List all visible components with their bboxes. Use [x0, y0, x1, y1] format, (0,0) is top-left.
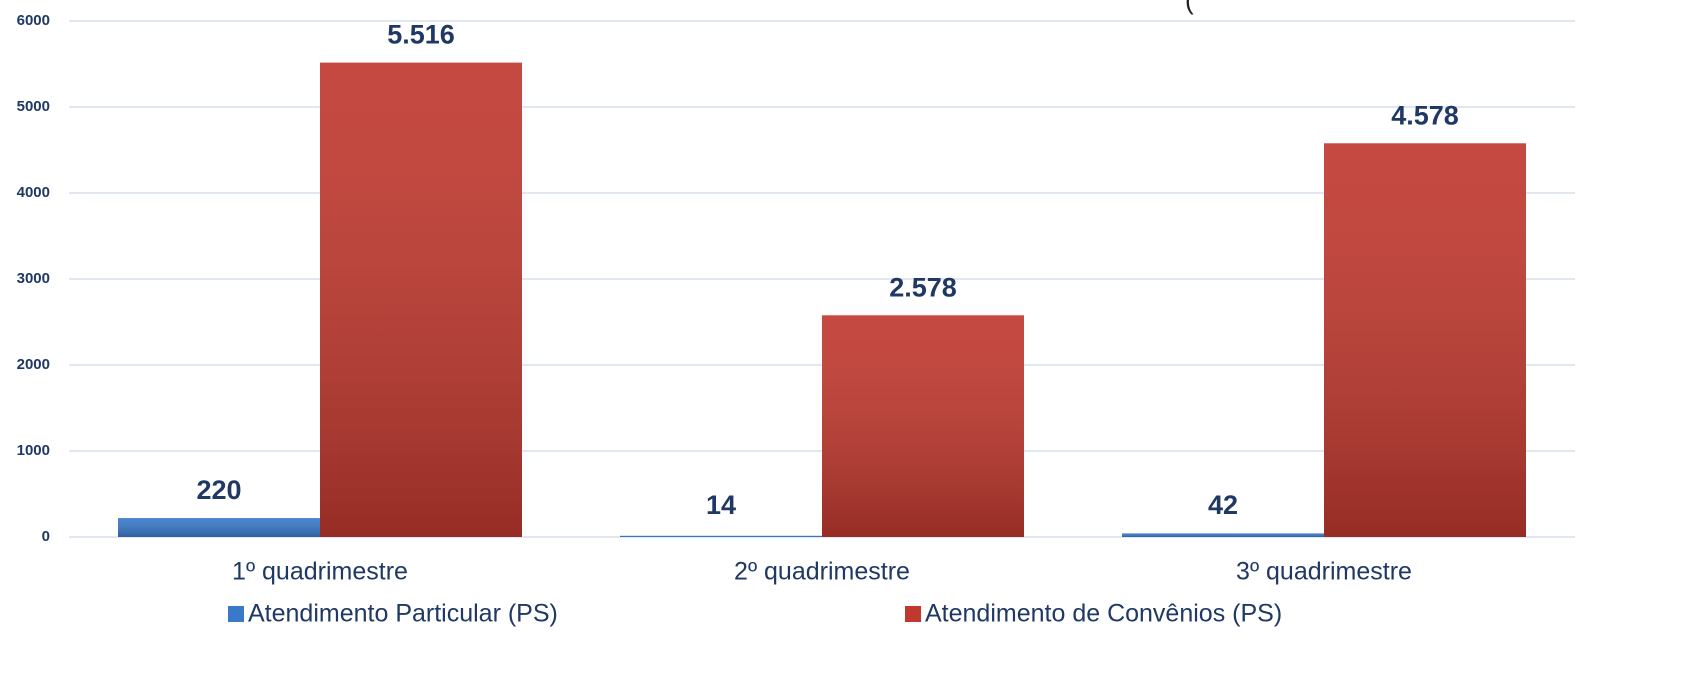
value-label: 5.516	[387, 20, 455, 50]
bar-shade	[320, 62, 522, 538]
y-tick-label: 0	[42, 528, 50, 545]
legend-swatch	[228, 606, 244, 622]
x-tick-label: 2º quadrimestre	[734, 558, 910, 586]
legend-label: Atendimento de Convênios (PS)	[925, 600, 1282, 628]
bar-shade	[620, 535, 822, 537]
bar-shade	[822, 315, 1024, 537]
y-tick-label: 1000	[17, 442, 50, 459]
y-tick-label: 6000	[17, 12, 50, 29]
y-tick-label: 5000	[17, 98, 50, 115]
value-label: 2.578	[889, 272, 957, 302]
legend-label: Atendimento Particular (PS)	[248, 600, 558, 628]
value-label: 14	[706, 490, 736, 520]
annotation: (	[1185, 0, 1194, 15]
x-tick-label: 1º quadrimestre	[232, 558, 408, 586]
legend-swatch	[905, 606, 921, 622]
x-tick-label: 3º quadrimestre	[1236, 558, 1412, 586]
y-tick-label: 2000	[17, 356, 50, 373]
value-label: 42	[1208, 490, 1238, 520]
bar-shade	[1324, 143, 1526, 538]
bar-shade	[1122, 533, 1324, 537]
value-label: 4.578	[1391, 100, 1459, 130]
y-tick-label: 4000	[17, 184, 50, 201]
bar-shade	[118, 518, 320, 537]
y-tick-label: 3000	[17, 270, 50, 287]
value-label: 220	[196, 475, 241, 505]
